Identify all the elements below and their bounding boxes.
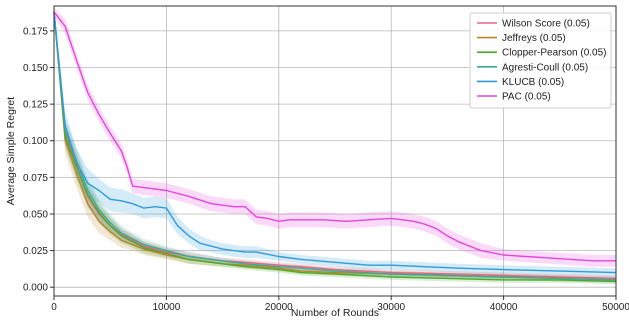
y-tick-label: 0.000 — [23, 283, 48, 294]
line-clopper-pearson-0-05 — [53, 11, 617, 283]
y-tick-label: 0.125 — [23, 100, 48, 111]
series-lines — [53, 11, 617, 283]
y-tick-label: 0.025 — [23, 246, 48, 257]
line-klucb-0-05 — [53, 11, 617, 274]
x-tick-label: 10000 — [152, 302, 180, 313]
band-pac-0-05 — [54, 7, 616, 267]
y-tick-label: 0.075 — [23, 173, 48, 184]
legend-label-klucb-0-05: KLUCB (0.05) — [502, 77, 564, 88]
x-tick-label: 40000 — [490, 302, 518, 313]
x-tick-label: 20000 — [265, 302, 293, 313]
line-agresti-coull-0-05 — [53, 11, 617, 281]
y-axis-ticks: 0.000 0.025 0.050 0.075 0.100 0.125 0.150 0.175 — [23, 26, 54, 294]
legend-label-pac-0-05: PAC (0.05) — [502, 92, 551, 103]
y-tick-label: 0.100 — [23, 136, 48, 147]
legend-label-clopper-pearson-0-05: Clopper-Pearson (0.05) — [502, 48, 607, 59]
y-tick-label: 0.050 — [23, 209, 48, 220]
legend-label-wilson-score-0-05: Wilson Score (0.05) — [502, 19, 590, 30]
y-tick-label: 0.175 — [23, 26, 48, 37]
legend-label-agresti-coull-0-05: Agresti-Coull (0.05) — [502, 62, 588, 73]
line-pac-0-05 — [53, 11, 616, 262]
x-axis-ticks: 0 10000 20000 30000 40000 50000 — [51, 296, 629, 313]
y-tick-label: 0.150 — [23, 63, 48, 74]
legend-box — [469, 12, 612, 109]
confidence-bands — [54, 6, 616, 285]
x-tick-label: 0 — [51, 302, 57, 313]
legend-label-jeffreys-0-05: Jeffreys (0.05) — [502, 33, 566, 44]
legend: Wilson Score (0.05) Jeffreys (0.05) Cloppe… — [469, 12, 612, 109]
x-tick-label: 30000 — [377, 302, 405, 313]
x-axis-label: Number of Rounds — [291, 307, 379, 319]
x-tick-label: 50000 — [602, 302, 629, 313]
y-axis-label: Average Simple Regret — [5, 97, 17, 205]
plot-frame — [53, 5, 617, 297]
